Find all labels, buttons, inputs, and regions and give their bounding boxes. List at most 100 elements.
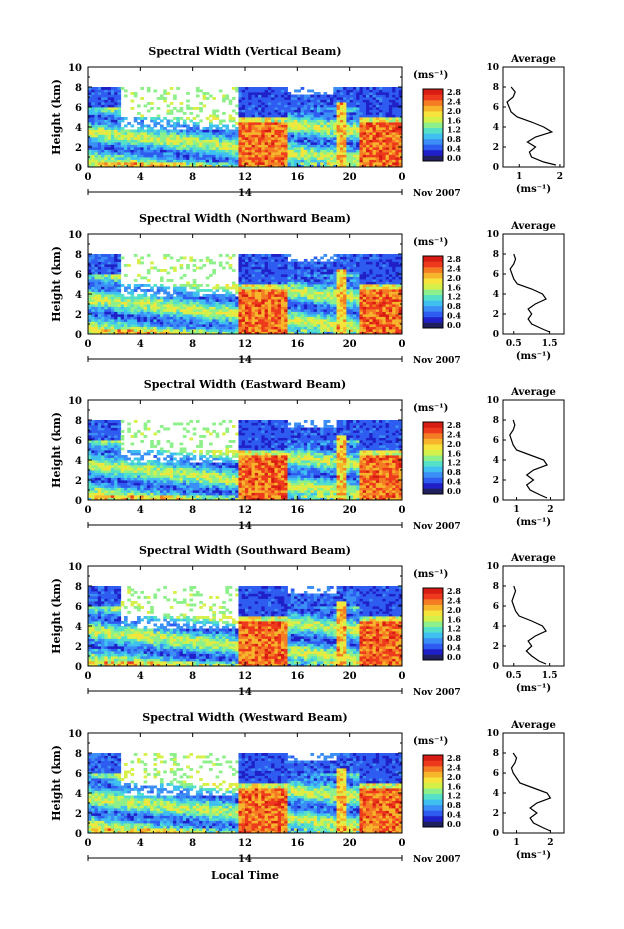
heatmap-cell xyxy=(123,316,128,320)
heatmap-cell xyxy=(222,119,226,123)
heatmap-cell xyxy=(199,306,203,310)
heatmap-cell xyxy=(303,289,308,292)
heatmap-cell xyxy=(202,294,207,297)
heatmap-cell xyxy=(182,144,187,148)
heatmap-cell xyxy=(215,304,220,307)
heatmap-cell xyxy=(91,99,95,103)
heatmap-cell xyxy=(267,147,272,150)
heatmap-cell xyxy=(271,142,275,145)
heatmap-cell xyxy=(330,311,334,315)
heatmap-cell xyxy=(307,89,311,93)
heatmap-cell xyxy=(287,119,292,123)
heatmap-cell xyxy=(163,296,167,300)
heatmap-cell xyxy=(349,124,354,128)
heatmap-cell xyxy=(137,329,141,332)
heatmap-cell xyxy=(241,261,246,265)
heatmap-cell xyxy=(202,299,207,302)
heatmap-cell xyxy=(202,306,207,310)
heatmap-cell xyxy=(173,331,177,335)
heatmap-cell xyxy=(336,107,341,110)
heatmap-cell xyxy=(241,107,246,110)
heatmap-cell xyxy=(182,142,187,145)
heatmap-cell xyxy=(101,254,105,257)
heatmap-cell xyxy=(280,92,285,95)
heatmap-cell xyxy=(94,114,99,118)
heatmap-cell xyxy=(356,139,360,143)
heatmap-cell xyxy=(110,294,115,297)
heatmap-cell xyxy=(392,99,396,103)
heatmap-cell xyxy=(369,102,373,105)
heatmap-cell xyxy=(261,139,266,143)
heatmap-cell xyxy=(143,142,148,145)
heatmap-cell xyxy=(159,139,164,143)
heatmap-cell xyxy=(189,314,194,317)
heatmap-cell xyxy=(346,132,351,135)
heatmap-cell xyxy=(235,291,239,295)
heatmap-cell xyxy=(284,271,288,275)
heatmap-cell xyxy=(356,279,360,282)
heatmap-cell xyxy=(261,99,266,103)
heatmap-cell xyxy=(166,134,171,138)
heatmap-cell xyxy=(101,92,105,95)
heatmap-cell xyxy=(366,162,370,165)
heatmap-cell xyxy=(352,271,357,275)
heatmap-cell xyxy=(225,291,230,295)
heatmap-cell xyxy=(379,92,383,95)
heatmap-cell xyxy=(107,284,112,287)
heatmap-cell xyxy=(372,164,377,168)
heatmap-cell xyxy=(343,132,347,135)
heatmap-cell xyxy=(169,154,174,158)
heatmap-cell xyxy=(127,324,131,327)
colorbar-swatch xyxy=(423,133,443,140)
heatmap-cell xyxy=(297,324,301,327)
heatmap-cell xyxy=(323,97,328,100)
heatmap-cell xyxy=(179,256,184,260)
heatmap-cell xyxy=(186,329,190,332)
heatmap-cell xyxy=(349,324,354,327)
heatmap-cell xyxy=(297,127,301,130)
heatmap-cell xyxy=(192,122,197,125)
heatmap-cell xyxy=(333,306,337,310)
heatmap-cell xyxy=(307,284,311,287)
heatmap-cell xyxy=(362,286,367,290)
heatmap-cell xyxy=(114,97,118,100)
heatmap-cell xyxy=(238,144,243,148)
heatmap-cell xyxy=(205,314,210,317)
heatmap-cell xyxy=(300,306,305,310)
heatmap-cell xyxy=(366,117,370,120)
heatmap-cell xyxy=(88,324,92,327)
heatmap-cell xyxy=(375,132,380,135)
heatmap-cell xyxy=(388,114,393,118)
heatmap-cell xyxy=(192,321,197,325)
heatmap-cell xyxy=(215,331,220,335)
heatmap-cell xyxy=(352,299,357,302)
heatmap-cell xyxy=(280,309,285,312)
heatmap-cell xyxy=(231,134,236,138)
heatmap-cell xyxy=(88,306,92,310)
heatmap-cell xyxy=(352,259,357,262)
heatmap-cell xyxy=(352,159,357,163)
heatmap-cell xyxy=(271,331,275,335)
heatmap-cell xyxy=(182,299,187,302)
heatmap-cell xyxy=(238,254,243,257)
heatmap-cell xyxy=(339,142,344,145)
heatmap-cell xyxy=(88,99,92,103)
heatmap-cell xyxy=(215,284,220,287)
heatmap-cell xyxy=(330,97,334,100)
heatmap-cell xyxy=(101,299,105,302)
heatmap-cell xyxy=(140,142,144,145)
heatmap-cell xyxy=(339,274,344,277)
heatmap-cell xyxy=(336,311,341,315)
heatmap-cell xyxy=(323,109,328,113)
heatmap-cell xyxy=(313,112,318,115)
heatmap-cell xyxy=(274,261,279,265)
heatmap-cell xyxy=(336,281,341,285)
heatmap-cell xyxy=(261,127,266,130)
heatmap-cell xyxy=(356,112,360,115)
heatmap-cell xyxy=(182,119,187,123)
heatmap-cell xyxy=(133,289,138,292)
heatmap-cell xyxy=(297,134,301,138)
heatmap-cell xyxy=(88,271,92,275)
heatmap-cell xyxy=(290,331,295,335)
heatmap-cell xyxy=(359,127,364,130)
